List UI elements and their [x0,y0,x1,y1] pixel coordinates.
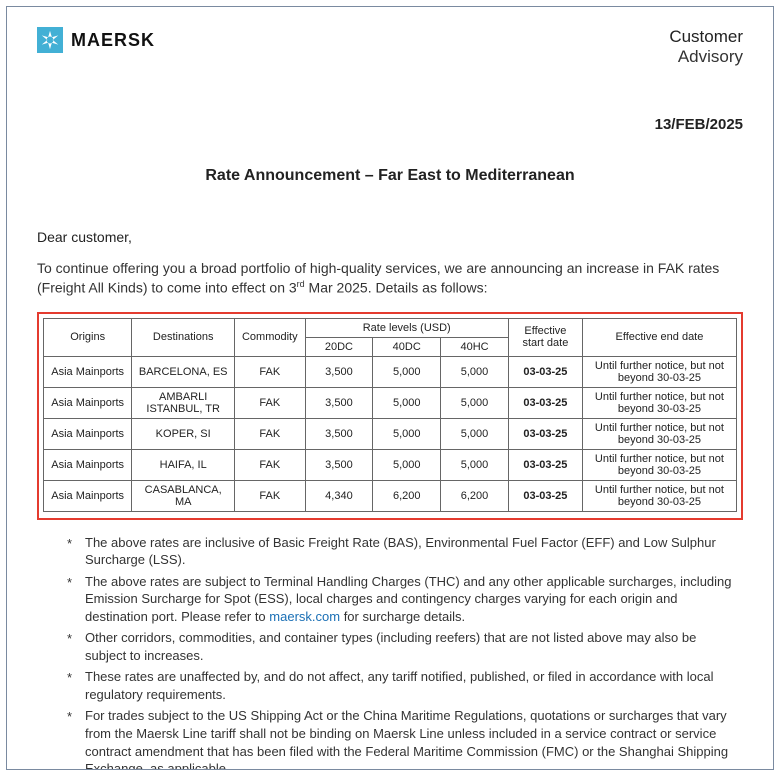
th-origins: Origins [44,318,132,356]
cell-dest: CASABLANCA, MA [132,480,235,511]
table-row: Asia Mainports AMBARLI ISTANBUL, TR FAK … [44,387,737,418]
intro-text-post: Mar 2025. Details as follows: [305,280,488,296]
th-40hc: 40HC [441,337,509,356]
cell-eff-start: 03-03-25 [508,449,582,480]
salutation: Dear customer, [37,229,743,245]
cell-40hc: 5,000 [441,418,509,449]
cell-comm: FAK [235,449,305,480]
cell-origins: Asia Mainports [44,449,132,480]
doc-type-sub: Advisory [669,47,743,67]
notes-list: The above rates are inclusive of Basic F… [37,534,743,770]
cell-40hc: 5,000 [441,449,509,480]
note-tail: for surcharge details. [340,609,465,624]
issue-date: 13/FEB/2025 [37,116,743,133]
cell-40dc: 5,000 [373,356,441,387]
rates-table-highlight: Origins Destinations Commodity Rate leve… [37,312,743,520]
note-item: These rates are unaffected by, and do no… [67,668,733,703]
cell-comm: FAK [235,387,305,418]
cell-eff-end: Until further notice, but not beyond 30-… [582,449,736,480]
cell-eff-end: Until further notice, but not beyond 30-… [582,387,736,418]
intro-paragraph: To continue offering you a broad portfol… [37,259,743,297]
doc-type-main: Customer [669,27,743,47]
th-rate-levels: Rate levels (USD) [305,318,508,337]
th-eff-start: Effective start date [508,318,582,356]
cell-dest: BARCELONA, ES [132,356,235,387]
cell-dest: KOPER, SI [132,418,235,449]
cell-eff-end: Until further notice, but not beyond 30-… [582,356,736,387]
cell-dest: AMBARLI ISTANBUL, TR [132,387,235,418]
cell-20dc: 3,500 [305,356,373,387]
cell-eff-end: Until further notice, but not beyond 30-… [582,480,736,511]
cell-comm: FAK [235,418,305,449]
cell-eff-start: 03-03-25 [508,418,582,449]
th-40dc: 40DC [373,337,441,356]
cell-origins: Asia Mainports [44,387,132,418]
th-destinations: Destinations [132,318,235,356]
note-item: Other corridors, commodities, and contai… [67,629,733,664]
intro-ordinal: rd [297,279,305,289]
cell-eff-end: Until further notice, but not beyond 30-… [582,418,736,449]
th-commodity: Commodity [235,318,305,356]
table-row: Asia Mainports HAIFA, IL FAK 3,500 5,000… [44,449,737,480]
cell-20dc: 3,500 [305,449,373,480]
cell-40dc: 5,000 [373,449,441,480]
cell-dest: HAIFA, IL [132,449,235,480]
rates-table: Origins Destinations Commodity Rate leve… [43,318,737,512]
surcharge-link[interactable]: maersk.com [269,609,340,624]
cell-comm: FAK [235,480,305,511]
table-row: Asia Mainports KOPER, SI FAK 3,500 5,000… [44,418,737,449]
table-row: Asia Mainports CASABLANCA, MA FAK 4,340 … [44,480,737,511]
th-20dc: 20DC [305,337,373,356]
cell-origins: Asia Mainports [44,418,132,449]
cell-origins: Asia Mainports [44,356,132,387]
cell-40dc: 6,200 [373,480,441,511]
page-title: Rate Announcement – Far East to Mediterr… [37,167,743,185]
cell-comm: FAK [235,356,305,387]
rates-tbody: Asia Mainports BARCELONA, ES FAK 3,500 5… [44,356,737,511]
cell-20dc: 3,500 [305,387,373,418]
cell-40hc: 5,000 [441,356,509,387]
doc-type: Customer Advisory [669,27,743,66]
note-item: For trades subject to the US Shipping Ac… [67,707,733,770]
cell-40hc: 5,000 [441,387,509,418]
header: MAERSK Customer Advisory [37,27,743,66]
cell-eff-start: 03-03-25 [508,387,582,418]
note-item: The above rates are inclusive of Basic F… [67,534,733,569]
th-eff-end: Effective end date [582,318,736,356]
cell-20dc: 4,340 [305,480,373,511]
document-page: MAERSK Customer Advisory 13/FEB/2025 Rat… [6,6,774,770]
brand-name: MAERSK [71,30,155,51]
cell-origins: Asia Mainports [44,480,132,511]
cell-40dc: 5,000 [373,387,441,418]
brand: MAERSK [37,27,155,53]
table-row: Asia Mainports BARCELONA, ES FAK 3,500 5… [44,356,737,387]
maersk-logo-icon [37,27,63,53]
cell-40dc: 5,000 [373,418,441,449]
cell-eff-start: 03-03-25 [508,480,582,511]
cell-40hc: 6,200 [441,480,509,511]
cell-eff-start: 03-03-25 [508,356,582,387]
note-item: The above rates are subject to Terminal … [67,573,733,626]
cell-20dc: 3,500 [305,418,373,449]
